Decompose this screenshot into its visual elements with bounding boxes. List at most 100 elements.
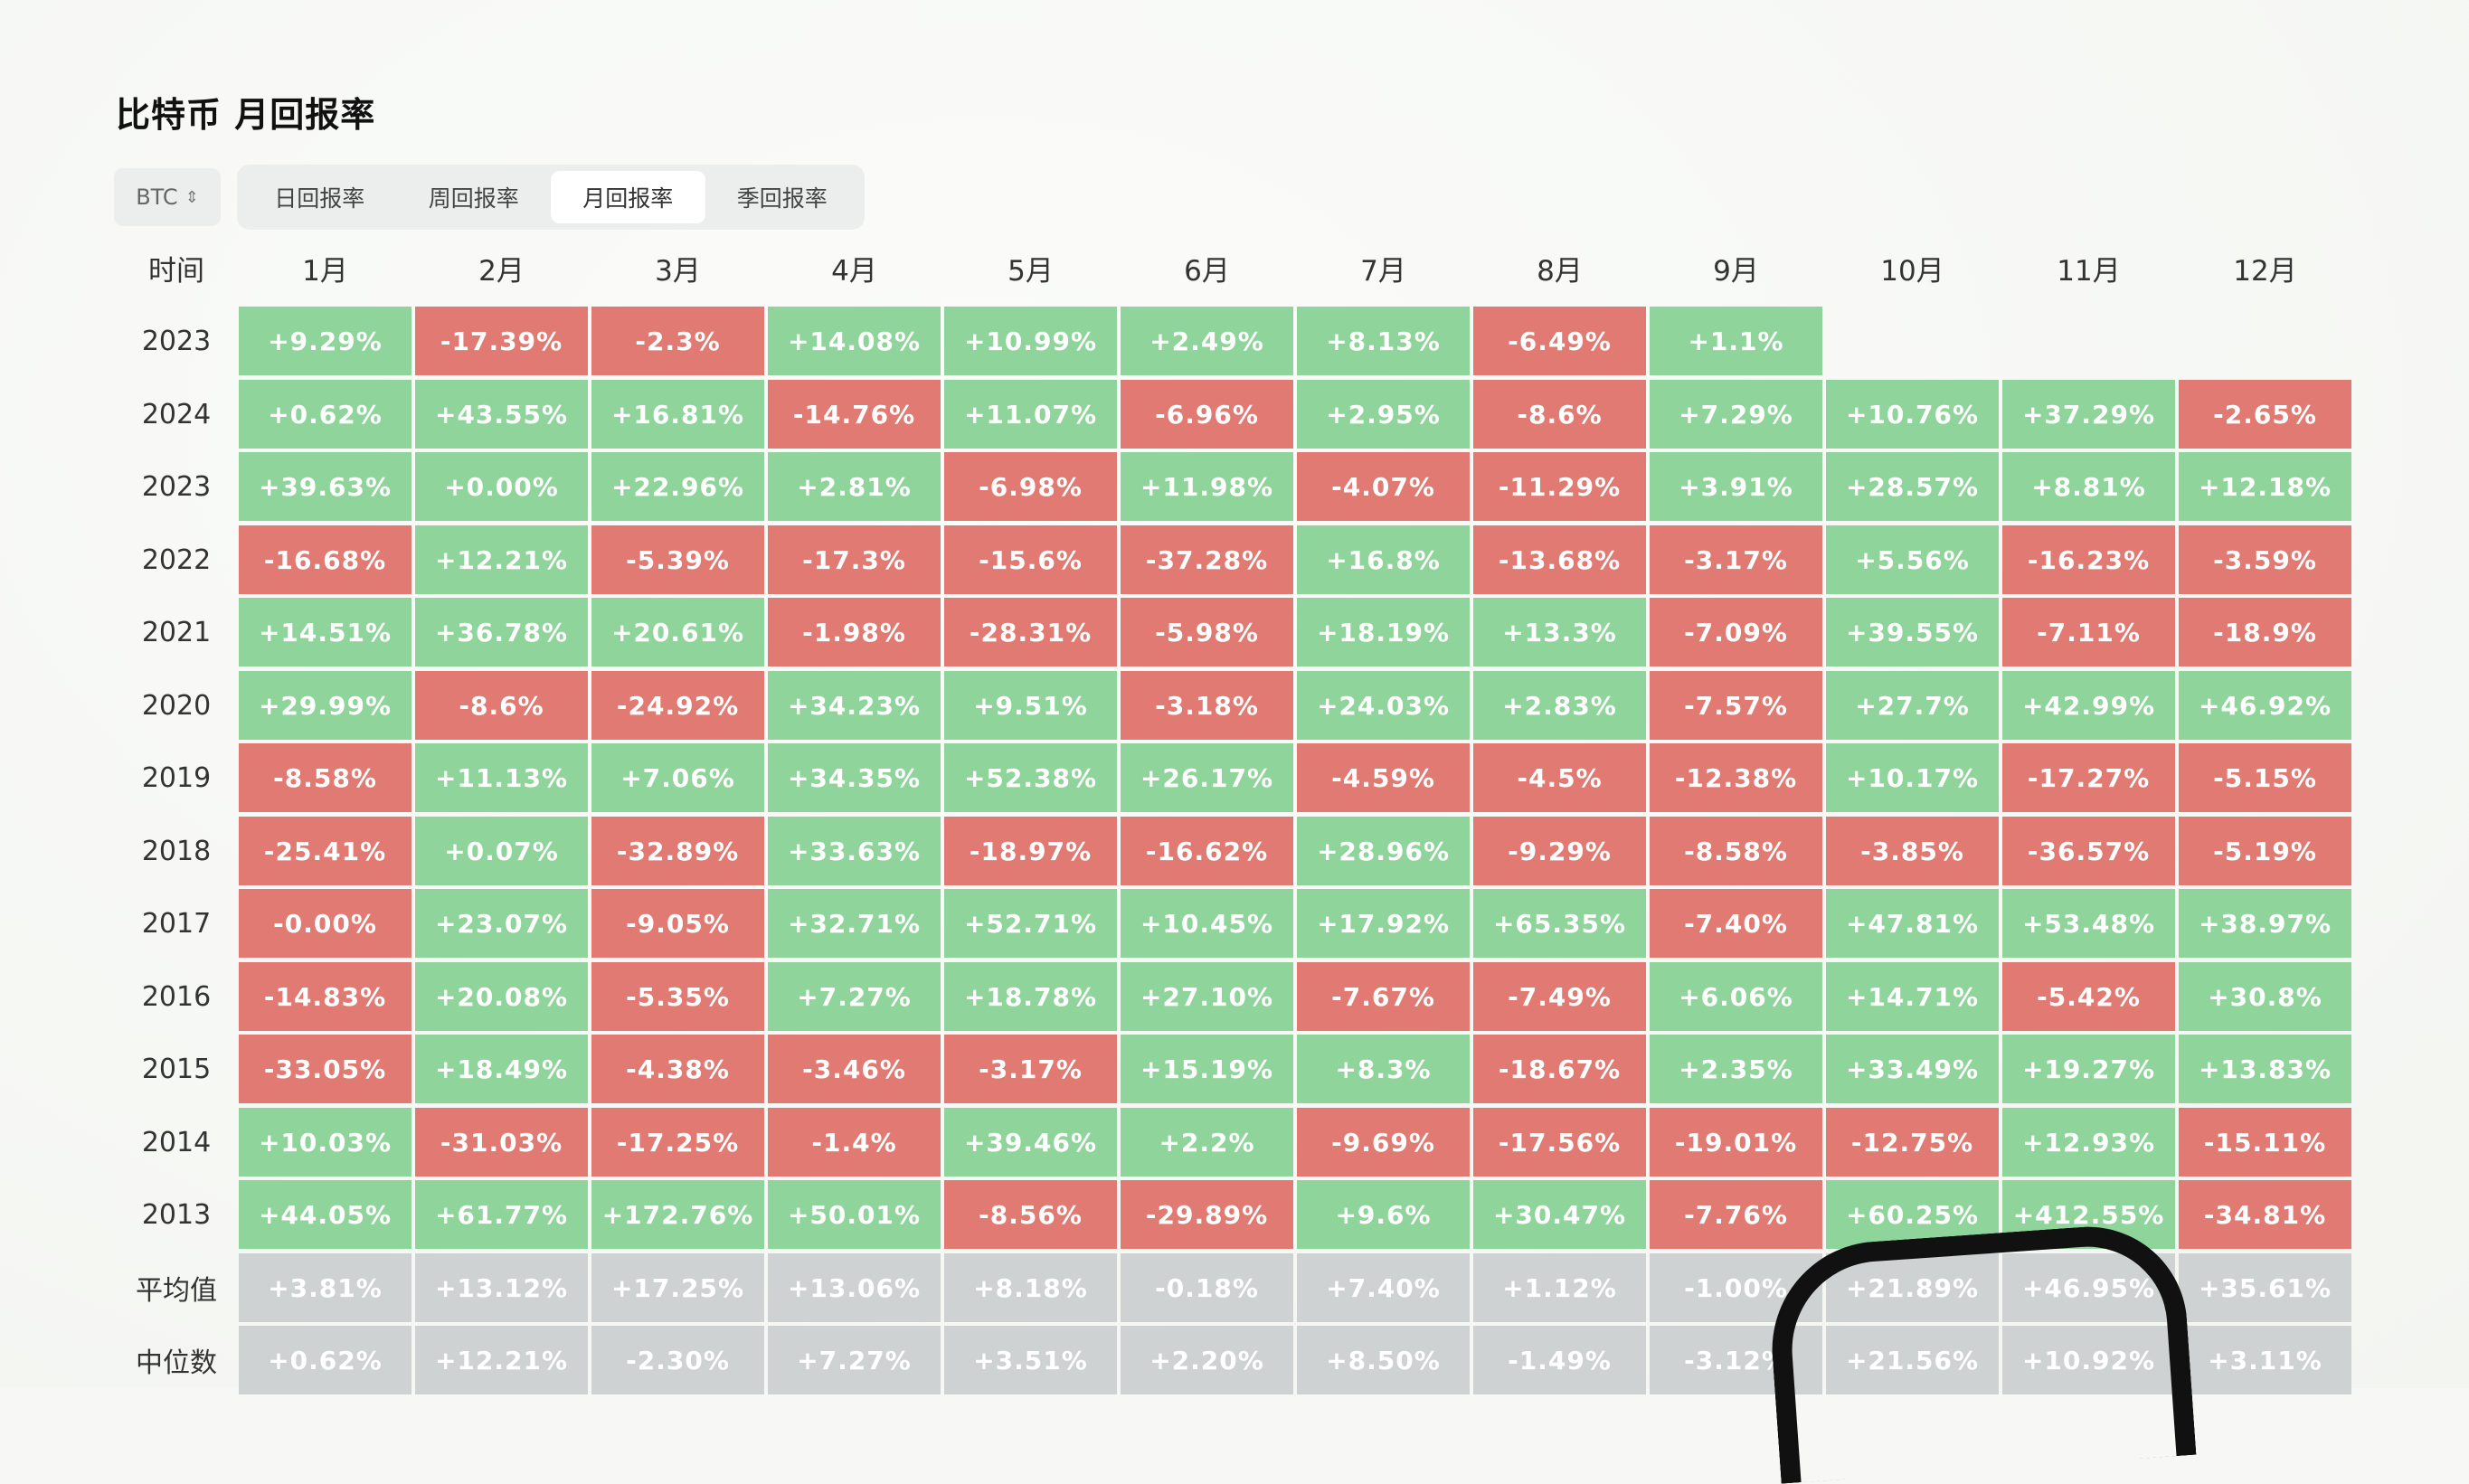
return-cell: -7.40% xyxy=(1650,889,1822,958)
tab-monthly-return[interactable]: 月回报率 xyxy=(551,171,705,223)
return-cell: -7.11% xyxy=(2002,598,2175,666)
return-cell: +28.57% xyxy=(1826,452,1999,521)
header-cell-month: 6月 xyxy=(1184,254,1230,288)
row-label: 2023 xyxy=(141,470,212,503)
return-cell: -6.96% xyxy=(1121,380,1293,449)
header-cell-month: 4月 xyxy=(831,254,877,288)
return-cell: +10.45% xyxy=(1121,889,1293,958)
return-cell: -0.00% xyxy=(239,889,412,958)
return-cell: -18.97% xyxy=(944,817,1117,885)
header-cell-month: 7月 xyxy=(1360,254,1406,288)
return-period-tabs: 日回报率 周回报率 月回报率 季回报率 xyxy=(237,165,865,230)
return-cell: -0.18% xyxy=(1121,1253,1293,1322)
header-cell-month: 9月 xyxy=(1713,254,1759,288)
return-cell: -5.39% xyxy=(591,525,764,594)
return-cell: +13.12% xyxy=(415,1253,588,1322)
return-cell: -29.89% xyxy=(1121,1180,1293,1249)
return-cell: -2.3% xyxy=(591,307,764,375)
return-cell: +43.55% xyxy=(415,380,588,449)
return-cell: -7.09% xyxy=(1650,598,1822,666)
return-cell: -17.3% xyxy=(768,525,941,594)
return-cell: +42.99% xyxy=(2002,671,2175,740)
return-cell: -7.67% xyxy=(1297,962,1470,1031)
header-cell-month: 11月 xyxy=(2057,254,2121,288)
tab-daily-return[interactable]: 日回报率 xyxy=(274,185,365,212)
return-cell: -33.05% xyxy=(239,1035,412,1103)
return-cell: +19.27% xyxy=(2002,1035,2175,1103)
return-cell: +2.20% xyxy=(1121,1326,1293,1394)
return-cell: +3.81% xyxy=(239,1253,412,1322)
return-cell: -4.07% xyxy=(1297,452,1470,521)
return-cell: -5.15% xyxy=(2179,743,2351,812)
return-cell: +29.99% xyxy=(239,671,412,740)
return-cell: -1.98% xyxy=(768,598,941,666)
tab-quarterly-return[interactable]: 季回报率 xyxy=(736,185,828,212)
page-title: 比特币 月回报率 xyxy=(116,95,376,135)
return-cell: +412.55% xyxy=(2002,1180,2175,1249)
return-cell: +3.11% xyxy=(2179,1326,2351,1394)
header-cell-month: 1月 xyxy=(302,254,348,288)
return-cell: +7.06% xyxy=(591,743,764,812)
row-label: 2017 xyxy=(141,907,212,940)
return-cell: +8.13% xyxy=(1297,307,1470,375)
return-cell: -5.42% xyxy=(2002,962,2175,1031)
return-cell: +18.78% xyxy=(944,962,1117,1031)
return-cell: -16.62% xyxy=(1121,817,1293,885)
return-cell: -5.98% xyxy=(1121,598,1293,666)
row-label: 2024 xyxy=(141,398,212,430)
return-cell: +0.00% xyxy=(415,452,588,521)
row-label: 中位数 xyxy=(136,1347,217,1379)
return-cell: +37.29% xyxy=(2002,380,2175,449)
return-cell: +14.51% xyxy=(239,598,412,666)
return-cell: +23.07% xyxy=(415,889,588,958)
return-cell: -3.17% xyxy=(944,1035,1117,1103)
return-cell: -3.18% xyxy=(1121,671,1293,740)
return-cell: -34.81% xyxy=(2179,1180,2351,1249)
return-cell: -9.05% xyxy=(591,889,764,958)
return-cell: +2.2% xyxy=(1121,1108,1293,1177)
return-cell: -24.92% xyxy=(591,671,764,740)
return-cell: -3.85% xyxy=(1826,817,1999,885)
return-cell: -7.49% xyxy=(1473,962,1646,1031)
return-cell: -28.31% xyxy=(944,598,1117,666)
return-cell: +27.7% xyxy=(1826,671,1999,740)
header-cell-month: 5月 xyxy=(1007,254,1054,288)
return-cell: -2.30% xyxy=(591,1326,764,1394)
return-cell: +12.21% xyxy=(415,525,588,594)
return-cell: +50.01% xyxy=(768,1180,941,1249)
return-cell: -36.57% xyxy=(2002,817,2175,885)
return-cell: +3.91% xyxy=(1650,452,1822,521)
return-cell: +0.07% xyxy=(415,817,588,885)
return-cell: +52.38% xyxy=(944,743,1117,812)
return-cell: -3.12% xyxy=(1650,1326,1822,1394)
return-cell: +0.62% xyxy=(239,380,412,449)
return-cell: +34.35% xyxy=(768,743,941,812)
row-label: 2015 xyxy=(141,1053,212,1085)
return-cell: +11.13% xyxy=(415,743,588,812)
return-cell: -6.98% xyxy=(944,452,1117,521)
return-cell: +20.08% xyxy=(415,962,588,1031)
tab-weekly-return[interactable]: 周回报率 xyxy=(428,185,519,212)
return-cell: +33.63% xyxy=(768,817,941,885)
return-cell: +7.29% xyxy=(1650,380,1822,449)
return-cell: +15.19% xyxy=(1121,1035,1293,1103)
return-cell: +39.63% xyxy=(239,452,412,521)
return-cell: +9.51% xyxy=(944,671,1117,740)
header-cell-month: 12月 xyxy=(2233,254,2297,288)
return-cell: +10.92% xyxy=(2002,1326,2175,1394)
asset-select[interactable]: BTC ⇕ xyxy=(114,168,221,226)
return-cell: -7.57% xyxy=(1650,671,1822,740)
return-cell: -3.59% xyxy=(2179,525,2351,594)
return-cell: +44.05% xyxy=(239,1180,412,1249)
return-cell: +28.96% xyxy=(1297,817,1470,885)
return-cell: +10.03% xyxy=(239,1108,412,1177)
return-cell: -6.49% xyxy=(1473,307,1646,375)
return-cell: -14.83% xyxy=(239,962,412,1031)
return-cell: +9.29% xyxy=(239,307,412,375)
return-cell: -9.69% xyxy=(1297,1108,1470,1177)
return-cell: +9.6% xyxy=(1297,1180,1470,1249)
row-label: 2013 xyxy=(141,1198,212,1231)
return-cell: +36.78% xyxy=(415,598,588,666)
return-cell: +47.81% xyxy=(1826,889,1999,958)
header-cell-month: 10月 xyxy=(1880,254,1944,288)
